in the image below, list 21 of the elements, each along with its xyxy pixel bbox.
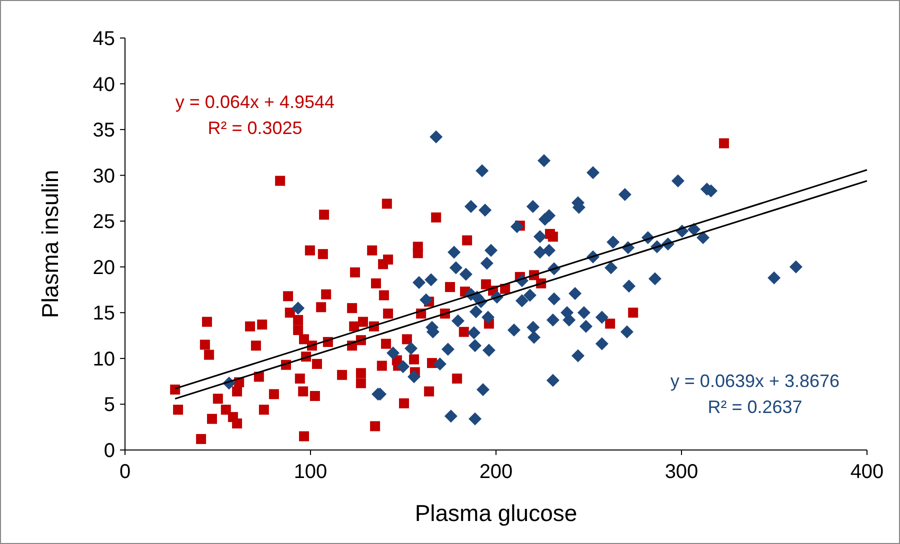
x-tick-label: 100 xyxy=(294,461,328,483)
y-tick-label: 30 xyxy=(92,165,115,188)
y-tick-label: 25 xyxy=(92,211,115,234)
y-tick-label: 5 xyxy=(104,394,115,416)
y-tick-label: 10 xyxy=(92,348,115,370)
y-tick-label: 0 xyxy=(104,440,115,462)
y-tick-label: 20 xyxy=(92,256,115,279)
annotation: R² = 0.3025 xyxy=(208,118,302,138)
y-axis-title: Plasma insulin xyxy=(37,170,63,318)
annotation: y = 0.064x + 4.9544 xyxy=(175,92,335,112)
annotation: R² = 0.2637 xyxy=(708,397,802,417)
annotation: y = 0.0639x + 3.8676 xyxy=(670,371,840,391)
x-tick-label: 200 xyxy=(479,461,513,483)
y-tick-label: 45 xyxy=(92,28,115,50)
x-tick-label: 400 xyxy=(850,461,884,483)
x-tick-label: 300 xyxy=(664,461,698,483)
y-tick-label: 40 xyxy=(92,74,115,96)
y-tick-label: 35 xyxy=(92,120,115,142)
x-tick-label: 0 xyxy=(119,461,131,483)
x-axis-title: Plasma glucose xyxy=(414,500,578,526)
y-tick-label: 15 xyxy=(92,302,115,325)
